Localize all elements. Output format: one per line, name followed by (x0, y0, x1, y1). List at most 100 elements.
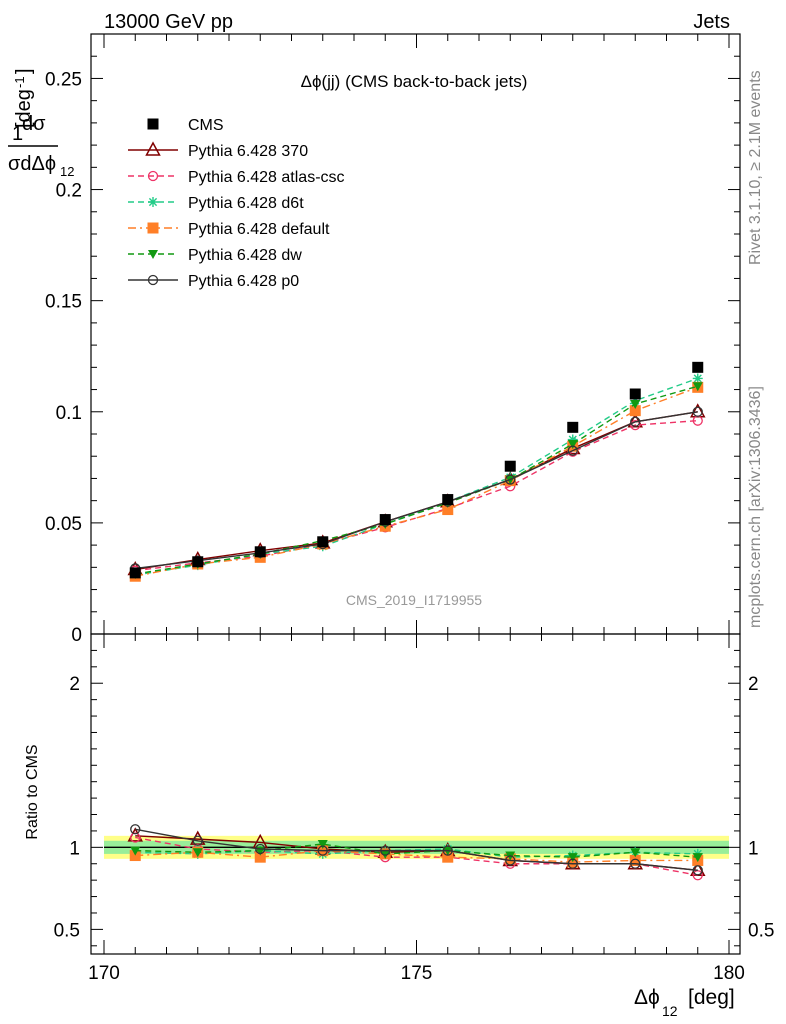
legend-marker (148, 250, 158, 259)
legend-marker (145, 141, 161, 156)
header-left: 13000 GeV pp (104, 11, 233, 33)
legend-label: Pythia 6.428 atlas-csc (188, 169, 345, 186)
ratio-data-point (630, 848, 641, 858)
legend-marker (147, 118, 159, 130)
data-point (692, 406, 703, 417)
legend-marker (147, 274, 159, 286)
ratio-data-point (505, 855, 516, 866)
header-right: Jets (693, 11, 730, 33)
data-point (692, 382, 703, 392)
legend-entry: Pythia 6.428 d6t (128, 195, 304, 212)
main-y-tick-label: 0.15 (45, 292, 82, 313)
ratio-data-point (130, 824, 141, 835)
rivet-version-label: Rivet 3.1.10, ≥ 2.1M events (747, 70, 764, 265)
y-label-unit-close: ] (13, 68, 35, 74)
ratio-y-tick-label-right: 1 (748, 838, 759, 859)
data-point (379, 514, 391, 526)
ratio-series-pythia-6-428-dw (130, 840, 703, 863)
legend-marker (147, 170, 159, 182)
data-point (567, 421, 579, 433)
main-plot-title: Δϕ(jj) (CMS back-to-back jets) (301, 72, 528, 91)
legend-marker (147, 222, 159, 234)
legend-label: Pythia 6.428 dw (188, 247, 302, 264)
x-axis-label: Δϕ 12 [deg] (634, 986, 735, 1019)
y-label-unit-exponent: -1 (12, 76, 27, 88)
ratio-y-tick-label-right: 0.5 (748, 920, 774, 941)
series-cms (129, 361, 704, 579)
main-panel: 0 0.05 0.1 0.15 0.2 0.25 Δϕ(jj) (CMS back-to-… (45, 33, 741, 646)
data-point (505, 474, 516, 485)
ratio-plot-frame (90, 633, 741, 955)
ratio-series-line (135, 849, 698, 863)
ratio-data-point (192, 835, 203, 846)
series-line (135, 411, 698, 571)
data-point (567, 440, 578, 449)
series-line (135, 419, 698, 572)
data-point (192, 556, 204, 568)
main-y-tick-label: 0.1 (56, 403, 82, 424)
legend: CMS Pythia 6.428 370 Pythia 6.428 atlas-cs… (128, 117, 345, 290)
ratio-data-point (130, 832, 141, 843)
data-point (504, 460, 516, 472)
y-label-subscript: 12 (60, 164, 74, 179)
x-label-subscript: 12 (662, 1003, 678, 1019)
x-tick-label: 175 (401, 963, 433, 984)
legend-label: Pythia 6.428 default (188, 221, 330, 238)
ratio-data-point (255, 843, 266, 855)
ratio-series-line (135, 828, 698, 872)
x-tick-label: 180 (713, 963, 745, 984)
ratio-series-pythia-6-428-p0 (130, 824, 703, 876)
data-point (692, 373, 703, 384)
legend-label: Pythia 6.428 p0 (188, 273, 299, 290)
mcplots-reference-label: mcplots.cern.ch [arXiv:1306.3436] (747, 386, 764, 628)
analysis-watermark: CMS_2019_I1719955 (346, 592, 482, 608)
main-y-tick-label: 0.25 (45, 69, 82, 90)
ratio-y-tick-label: 0.5 (54, 920, 80, 941)
legend-entry: Pythia 6.428 atlas-csc (128, 169, 345, 186)
data-point (630, 416, 641, 427)
x-label-unit: [deg] (688, 986, 735, 1009)
y-label-one: 1 (12, 123, 23, 145)
legend-entry: Pythia 6.428 370 (128, 141, 308, 160)
ratio-data-point (380, 849, 391, 859)
series-line (135, 411, 698, 570)
legend-entry: Pythia 6.428 p0 (128, 273, 299, 290)
ratio-data-point (317, 840, 328, 850)
legend-marker (148, 197, 158, 207)
legend-label: Pythia 6.428 d6t (188, 195, 304, 212)
data-point (692, 361, 704, 373)
data-point (442, 494, 454, 506)
series-line (135, 385, 698, 575)
ratio-data-point (567, 858, 578, 869)
main-y-tick-label: 0 (71, 625, 82, 646)
ratio-y-axis-label: Ratio to CMS (24, 744, 41, 839)
ratio-y-tick-label: 2 (69, 674, 80, 695)
main-y-tick-label: 0.05 (45, 514, 82, 535)
data-point (629, 388, 641, 400)
main-y-tick-label: 0.2 (56, 181, 82, 202)
ratio-series-line (135, 848, 698, 858)
data-point (629, 405, 641, 417)
ratio-data-point (692, 870, 703, 881)
series-line (135, 386, 698, 577)
legend-label: Pythia 6.428 370 (188, 143, 308, 160)
series-line (135, 377, 698, 576)
ratio-data-point (192, 848, 203, 858)
y-label-denominator: σdΔϕ (8, 153, 56, 175)
ratio-data-point (630, 858, 641, 869)
ratio-data-point (317, 845, 328, 856)
series-pythia-6-428-atlas-csc (130, 415, 703, 576)
x-tick-label: 170 (88, 963, 120, 984)
data-point (254, 546, 266, 558)
y-label-unit: [deg (13, 89, 35, 128)
ratio-data-point (130, 846, 141, 856)
data-point (630, 419, 641, 431)
ratio-data-point (692, 865, 703, 876)
main-y-axis-label: 1 dσ σdΔϕ 12 [deg -1 ] (8, 68, 74, 179)
legend-entry: Pythia 6.428 dw (128, 247, 302, 264)
series-pythia-6-428-p0 (130, 406, 703, 574)
ratio-data-point (629, 854, 641, 866)
legend-entry: Pythia 6.428 default (128, 221, 330, 238)
data-point (129, 567, 141, 579)
